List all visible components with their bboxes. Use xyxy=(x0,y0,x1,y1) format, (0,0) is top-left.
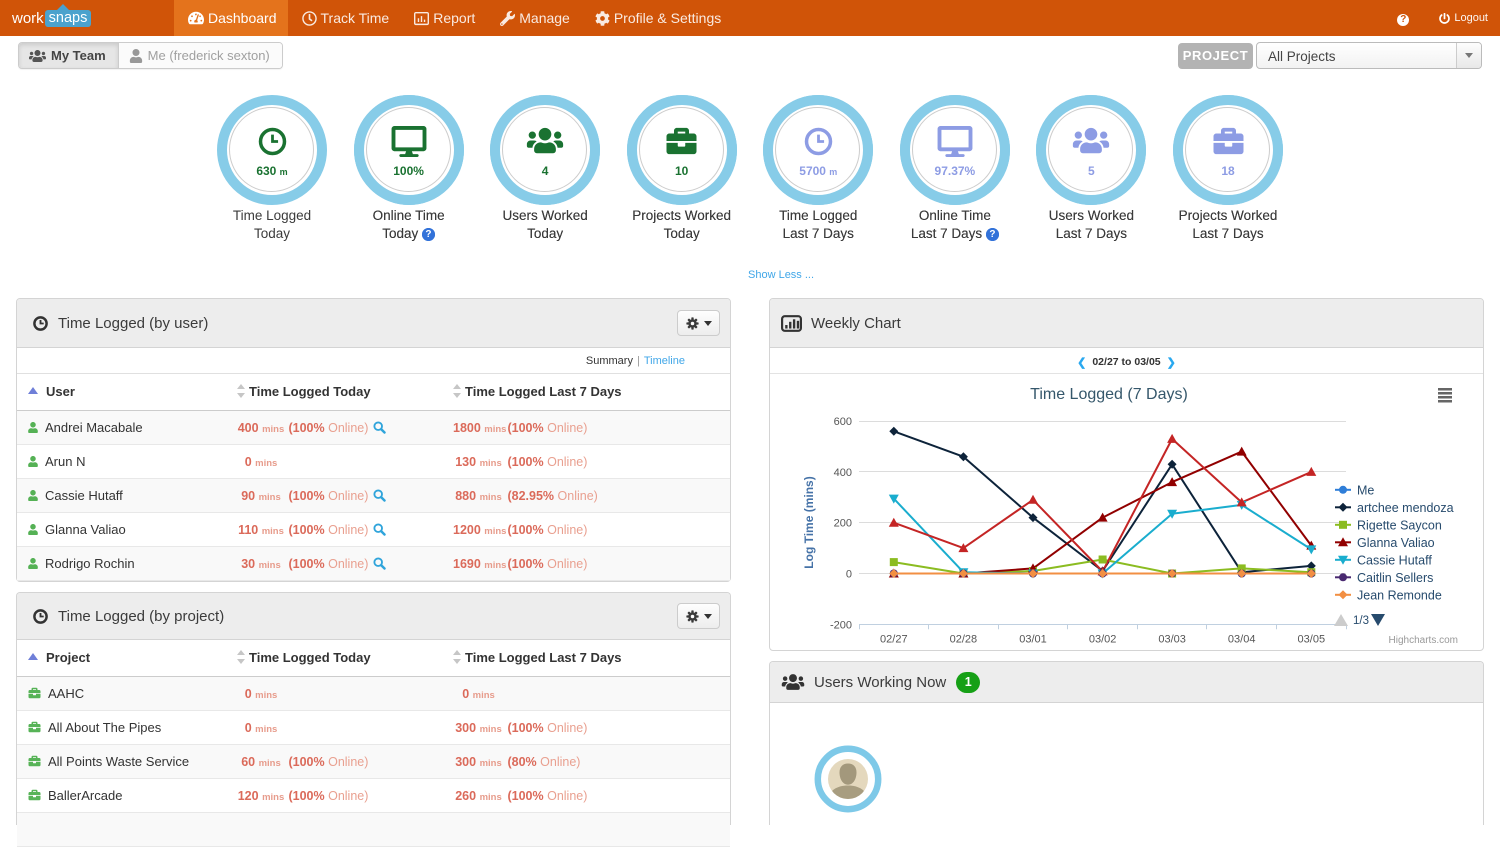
svg-text:Cassie Hutaff: Cassie Hutaff xyxy=(1357,553,1432,567)
svg-text:Caitlin Sellers: Caitlin Sellers xyxy=(1357,571,1433,585)
svg-text:02/28: 02/28 xyxy=(950,633,978,645)
svg-text:0: 0 xyxy=(846,569,852,581)
svg-text:artchee mendoza: artchee mendoza xyxy=(1357,501,1454,515)
svg-text:Rigette Saycon: Rigette Saycon xyxy=(1357,518,1442,532)
svg-text:200: 200 xyxy=(834,518,852,530)
svg-text:600: 600 xyxy=(834,416,852,428)
svg-text:Log Time (mins): Log Time (mins) xyxy=(802,476,816,568)
svg-text:Me: Me xyxy=(1357,483,1374,497)
svg-text:Glanna Valiao: Glanna Valiao xyxy=(1357,536,1435,550)
svg-text:03/01: 03/01 xyxy=(1019,633,1047,645)
svg-text:-200: -200 xyxy=(830,619,852,631)
svg-text:03/05: 03/05 xyxy=(1298,633,1326,645)
svg-text:Highcharts.com: Highcharts.com xyxy=(1389,635,1458,646)
svg-text:02/27: 02/27 xyxy=(880,633,908,645)
svg-text:400: 400 xyxy=(834,467,852,479)
svg-text:Time Logged (7 Days): Time Logged (7 Days) xyxy=(1030,386,1188,403)
svg-text:03/04: 03/04 xyxy=(1228,633,1256,645)
svg-text:03/03: 03/03 xyxy=(1158,633,1186,645)
svg-text:1/3: 1/3 xyxy=(1353,615,1369,627)
svg-text:03/02: 03/02 xyxy=(1089,633,1117,645)
svg-text:Jean Remonde: Jean Remonde xyxy=(1357,588,1442,602)
